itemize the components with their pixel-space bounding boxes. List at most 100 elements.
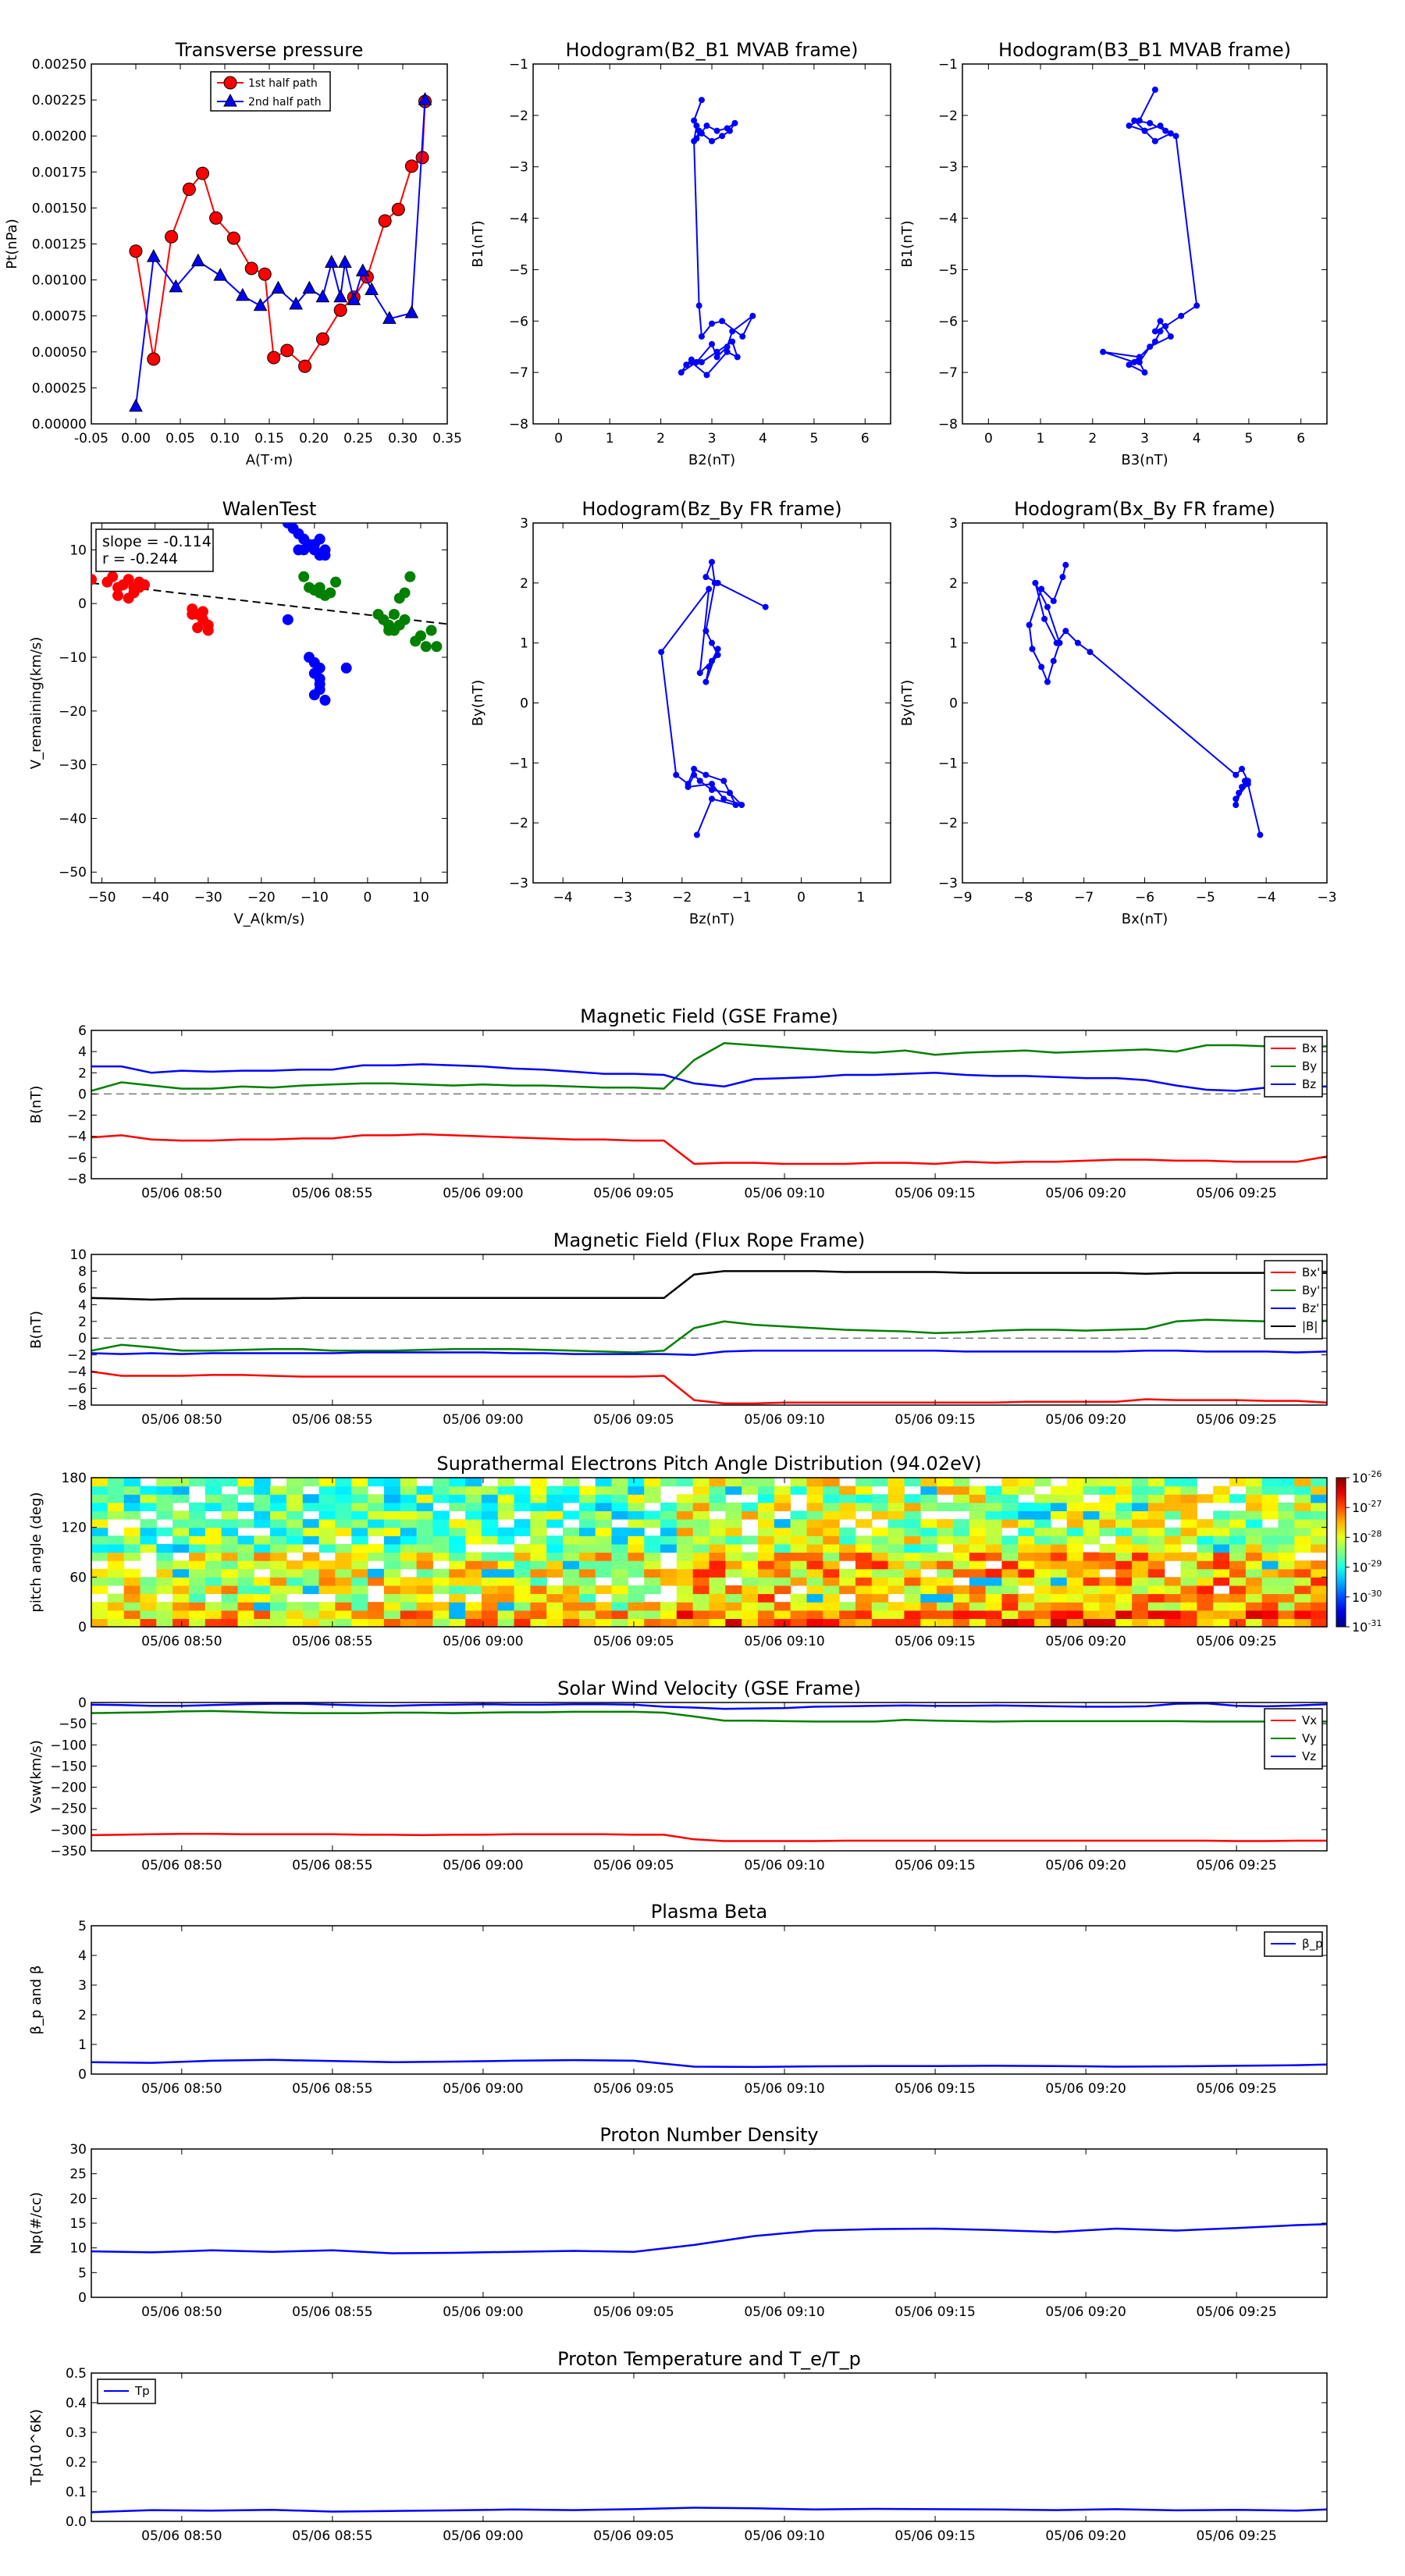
heatmap-cell — [546, 1560, 564, 1570]
heatmap-cell — [904, 1577, 921, 1586]
heatmap-cell — [221, 1494, 238, 1503]
heatmap-cell — [1229, 1519, 1247, 1528]
heatmap-cell — [514, 1502, 531, 1511]
heatmap-cell — [1261, 1552, 1279, 1561]
heatmap-cell — [887, 1568, 905, 1578]
legend-label: Vy — [1302, 1731, 1317, 1745]
heatmap-cell — [709, 1485, 726, 1495]
ytick-label: 0 — [520, 696, 528, 712]
heatmap-cell — [1050, 1510, 1068, 1520]
heatmap-cell — [904, 1494, 921, 1503]
heatmap-cell — [887, 1610, 905, 1619]
heatmap-cell — [335, 1585, 352, 1595]
heatmap-cell — [465, 1519, 482, 1528]
heatmap-cell — [676, 1478, 694, 1487]
legend-label: |B| — [1302, 1319, 1318, 1333]
y-axis-label: B(nT) — [28, 1086, 44, 1124]
heatmap-cell — [123, 1568, 141, 1578]
heatmap-cell — [1132, 1577, 1149, 1586]
heatmap-cell — [1050, 1610, 1068, 1619]
heatmap-cell — [1083, 1610, 1100, 1619]
heatmap-cell — [1164, 1593, 1182, 1603]
ytick-label: −8 — [67, 1172, 87, 1187]
heatmap-cell — [156, 1560, 173, 1570]
heatmap-cell — [156, 1510, 173, 1520]
heatmap-cell — [823, 1568, 840, 1578]
heatmap-cell — [1066, 1610, 1084, 1619]
xtick-label: 0 — [363, 890, 372, 906]
ytick-label: −4 — [509, 212, 528, 227]
plot-frame — [91, 1702, 1328, 1852]
heatmap-cell — [1147, 1478, 1165, 1487]
heatmap-cell — [514, 1602, 531, 1611]
plot-frame — [91, 2148, 1328, 2298]
heatmap-cell — [351, 1543, 368, 1553]
heatmap-cell — [237, 1560, 254, 1570]
data-point — [399, 587, 411, 599]
heatmap-cell — [140, 1494, 157, 1503]
heatmap-cell — [1066, 1543, 1084, 1553]
heatmap-cell — [205, 1502, 222, 1511]
ytick-label: −100 — [50, 1738, 87, 1753]
plot-frame — [962, 522, 1328, 884]
heatmap-cell — [855, 1543, 873, 1553]
heatmap-cell — [692, 1485, 710, 1495]
heatmap-cell — [871, 1535, 889, 1545]
heatmap-cell — [107, 1543, 125, 1553]
y-axis-label: By(nT) — [470, 680, 486, 726]
heatmap-cell — [1083, 1602, 1100, 1611]
heatmap-cell — [644, 1543, 661, 1553]
heatmap-cell — [383, 1510, 401, 1520]
legend-label: Bz' — [1302, 1301, 1319, 1315]
ytick-label: −8 — [509, 417, 528, 432]
heatmap-cell — [530, 1577, 547, 1586]
ytick-label: 4 — [78, 1044, 87, 1060]
legend: β_p — [1264, 1931, 1323, 1957]
heatmap-cell — [1034, 1535, 1051, 1545]
heatmap-cell — [123, 1610, 141, 1619]
heatmap-cell — [887, 1577, 905, 1586]
xtick-label: −7 — [1074, 890, 1094, 906]
heatmap-cell — [563, 1552, 580, 1561]
series-line — [91, 2058, 1328, 2069]
data-point — [726, 789, 733, 796]
heatmap-cell — [725, 1552, 742, 1561]
heatmap-cell — [1311, 1485, 1328, 1495]
heatmap-cell — [1213, 1519, 1230, 1528]
heatmap-cell — [1278, 1593, 1295, 1603]
heatmap-cell — [1294, 1577, 1311, 1586]
heatmap-cell — [904, 1519, 921, 1528]
heatmap-cell — [920, 1519, 937, 1528]
heatmap-cell — [91, 1527, 108, 1536]
xtick-label: 05/06 09:10 — [744, 2304, 824, 2320]
ytick-label: 0.5 — [66, 2366, 87, 2382]
heatmap-cell — [563, 1618, 580, 1628]
heatmap-cell — [969, 1527, 987, 1536]
heatmap-cell — [937, 1610, 954, 1619]
heatmap-cell — [595, 1543, 613, 1553]
heatmap-cell — [254, 1494, 271, 1503]
heatmap-cell — [221, 1593, 238, 1603]
heatmap-cell — [1180, 1502, 1197, 1511]
heatmap-cell — [1050, 1560, 1068, 1570]
heatmap-cell — [449, 1527, 466, 1536]
series-line — [91, 1318, 1328, 1354]
heatmap-cell — [173, 1560, 190, 1570]
heatmap-cell — [709, 1610, 726, 1619]
heatmap-cell — [660, 1527, 678, 1536]
heatmap-cell — [481, 1610, 499, 1619]
heatmap-cell — [1311, 1494, 1328, 1503]
heatmap-cell — [774, 1577, 791, 1586]
heatmap-cell — [368, 1519, 385, 1528]
heatmap-cell — [1147, 1519, 1165, 1528]
heatmap-cell — [1018, 1485, 1035, 1495]
heatmap-cell — [871, 1478, 889, 1487]
points — [91, 523, 443, 706]
heatmap-cell — [1147, 1535, 1165, 1545]
heatmap-cell — [1311, 1618, 1328, 1628]
heatmap-cell — [692, 1543, 710, 1553]
heatmap-cell — [1066, 1577, 1084, 1586]
heatmap-cell — [578, 1568, 596, 1578]
heatmap-cell — [611, 1543, 628, 1553]
heatmap-cell — [790, 1577, 807, 1586]
